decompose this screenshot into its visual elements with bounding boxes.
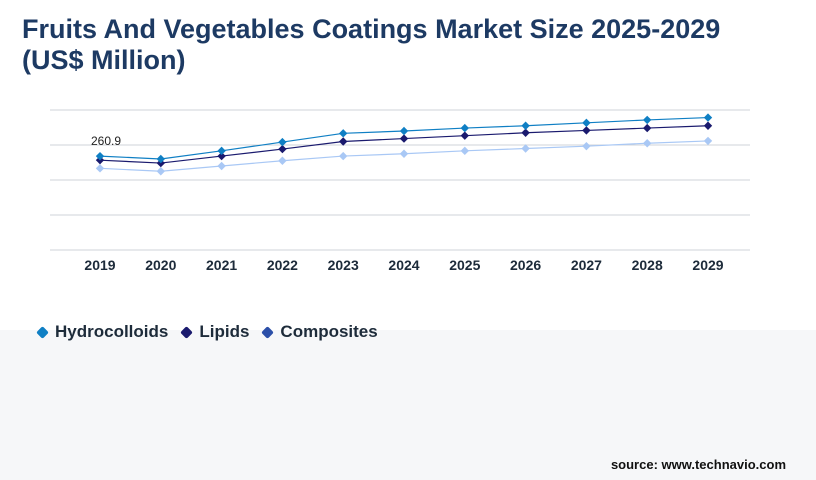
legend-marker-hydrocolloids — [36, 325, 49, 339]
data-point — [521, 128, 530, 137]
data-point — [217, 151, 226, 161]
legend-label-lipids: Lipids — [199, 322, 250, 341]
data-point — [95, 151, 105, 161]
data-point — [217, 161, 226, 171]
data-point — [399, 134, 409, 143]
data-point — [643, 123, 652, 133]
data-point — [339, 129, 348, 138]
data-point — [643, 115, 652, 125]
data-point — [339, 137, 348, 146]
data-point — [278, 156, 287, 165]
data-point — [217, 146, 226, 156]
data-point — [643, 139, 652, 148]
legend-marker-lipids — [180, 325, 194, 339]
data-point — [399, 126, 409, 136]
data-point — [278, 144, 287, 154]
x-tick-label: 2022 — [267, 257, 298, 273]
data-point — [339, 151, 348, 161]
chart-legend: Hydrocolloids Lipids Composites — [36, 322, 378, 342]
data-point — [460, 131, 469, 140]
x-tick-label: 2024 — [388, 257, 419, 273]
chart-title: Fruits And Vegetables Coatings Market Si… — [22, 14, 721, 75]
x-tick-label: 2027 — [571, 257, 602, 273]
source-note: source: www.technavio.com — [610, 457, 786, 472]
x-tick-label: 2023 — [328, 257, 359, 273]
data-point — [703, 113, 713, 122]
data-point — [703, 121, 713, 130]
x-tick-label: 2026 — [510, 257, 541, 273]
data-point — [521, 121, 530, 130]
data-point — [399, 149, 409, 158]
data-point — [156, 167, 165, 176]
x-tick-label: 2028 — [632, 257, 663, 273]
data-point — [582, 118, 591, 128]
legend-item-hydrocolloids[interactable]: Hydrocolloids — [36, 322, 169, 342]
x-tick-label: 2029 — [692, 257, 723, 273]
x-tick-label: 2020 — [145, 257, 176, 273]
x-tick-label: 2025 — [449, 257, 480, 273]
data-point — [460, 123, 469, 133]
legend-marker-composites — [261, 325, 275, 339]
legend-label-composites: Composites — [280, 322, 378, 341]
x-tick-label: 2019 — [84, 257, 115, 273]
data-point — [582, 126, 591, 135]
x-tick-label: 2021 — [206, 257, 237, 273]
data-point — [95, 164, 105, 173]
legend-item-composites[interactable]: Composites — [261, 322, 378, 342]
legend-item-lipids[interactable]: Lipids — [180, 322, 250, 342]
data-point — [278, 137, 287, 147]
data-point — [582, 141, 591, 151]
data-point — [156, 154, 165, 164]
data-point — [521, 144, 530, 153]
data-point — [703, 136, 713, 146]
data-label: 260.9 — [91, 134, 121, 148]
legend-label-hydrocolloids: Hydrocolloids — [55, 322, 169, 341]
data-point — [460, 146, 469, 156]
